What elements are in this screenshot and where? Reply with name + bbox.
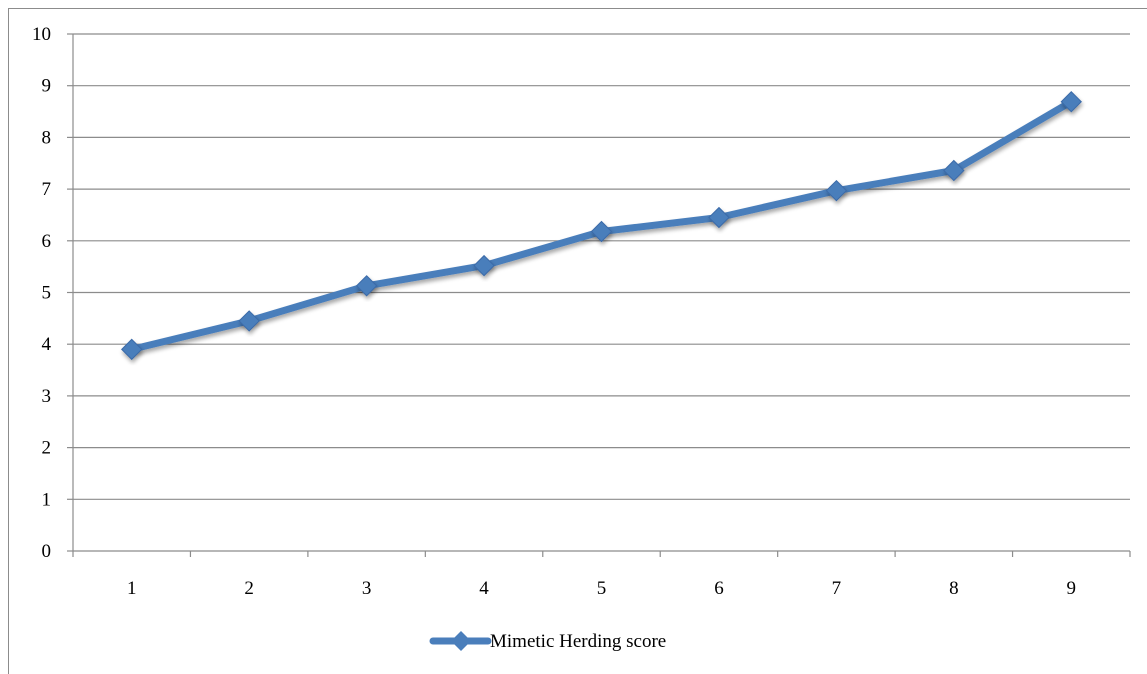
y-tick-label-0: 0 <box>42 541 52 562</box>
x-tick-label-5: 5 <box>597 578 607 599</box>
chart-frame <box>8 8 1147 674</box>
x-tick-label-2: 2 <box>244 578 254 599</box>
legend-label: Mimetic Herding score <box>490 631 666 652</box>
legend-diamond-swatch <box>451 631 471 651</box>
data-point-3 <box>355 275 378 297</box>
y-tick-label-9: 9 <box>42 76 52 97</box>
y-axis-tick-labels: 0 1 2 3 4 5 6 7 8 9 10 <box>32 24 52 562</box>
data-point-9 <box>1060 91 1082 113</box>
y-tick-label-10: 10 <box>32 24 51 45</box>
gridlines <box>73 33 1130 500</box>
x-tick-label-1: 1 <box>127 578 137 599</box>
data-point-8 <box>943 159 965 182</box>
y-tick-label-3: 3 <box>42 386 52 407</box>
x-tick-label-8: 8 <box>949 578 959 599</box>
data-point-5 <box>590 220 613 243</box>
data-point-4 <box>473 254 495 277</box>
y-tick-label-8: 8 <box>42 127 52 148</box>
data-point-6 <box>708 206 730 229</box>
x-tick-label-9: 9 <box>1067 578 1077 599</box>
y-tick-label-5: 5 <box>42 283 52 304</box>
y-tick-label-7: 7 <box>42 179 52 200</box>
x-tick-label-6: 6 <box>714 578 724 599</box>
series-mimetic-herding-score <box>121 91 1082 361</box>
y-tick-label-1: 1 <box>42 489 52 510</box>
data-point-2 <box>238 310 260 332</box>
data-point-1 <box>121 338 143 361</box>
y-tick-label-6: 6 <box>42 231 52 252</box>
x-axis-tick-labels: 1 2 3 4 5 6 7 8 9 <box>127 578 1076 599</box>
axes <box>67 33 1131 557</box>
y-tick-label-4: 4 <box>42 334 52 355</box>
x-tick-label-4: 4 <box>479 578 489 599</box>
legend: Mimetic Herding score <box>429 631 666 652</box>
x-tick-label-3: 3 <box>362 578 372 599</box>
y-tick-label-2: 2 <box>42 438 52 459</box>
data-point-7 <box>825 179 848 202</box>
x-tick-label-7: 7 <box>832 578 842 599</box>
